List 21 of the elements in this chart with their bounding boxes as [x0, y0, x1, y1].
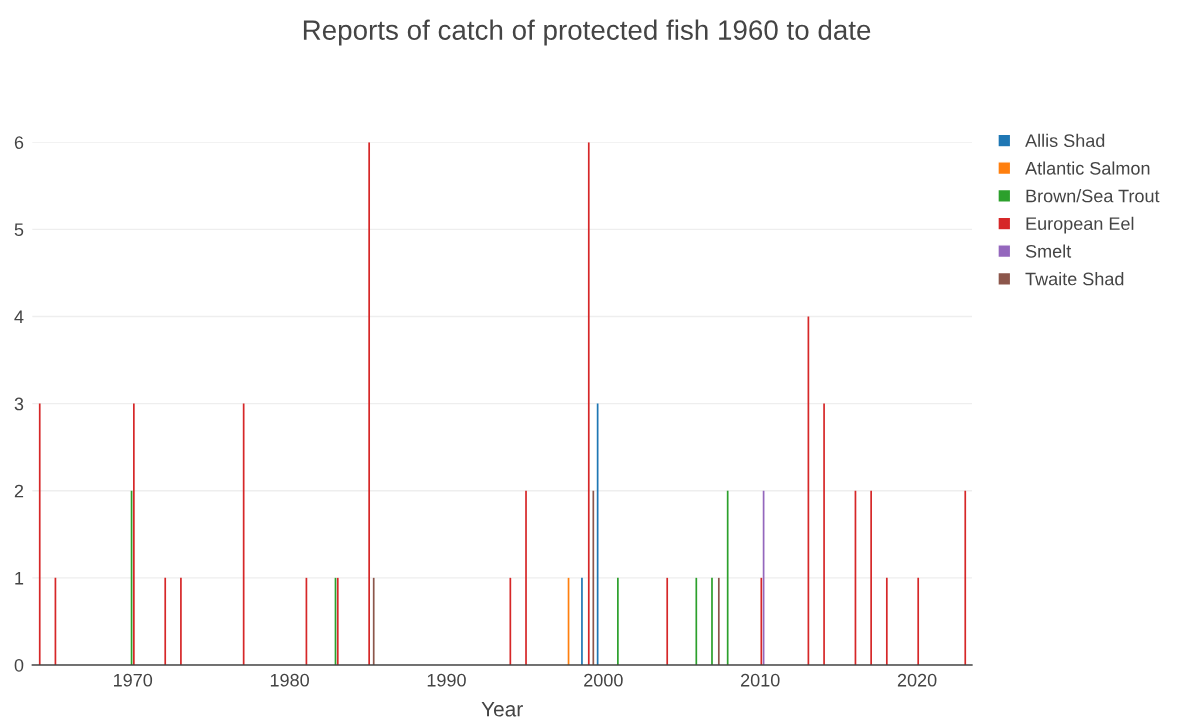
legend-label: European Eel	[1026, 216, 1134, 234]
y-tick-label: 3	[14, 397, 24, 411]
x-tick-label: 1980	[270, 673, 309, 687]
legend-label: Twaite Shad	[1025, 272, 1124, 286]
x-axis-title: Year	[481, 702, 523, 717]
x-tick-label: 1990	[427, 673, 466, 687]
y-tick-label: 2	[14, 484, 24, 498]
chart-title: Reports of catch of protected fish 1960 to date	[303, 19, 871, 46]
legend-label: Brown/Sea Trout	[1026, 189, 1160, 203]
y-tick-label: 4	[14, 310, 24, 324]
x-tick-label: 2010	[741, 673, 780, 687]
x-tick-label: 1970	[114, 673, 153, 687]
x-tick-label: 2020	[897, 673, 937, 687]
legend-label: Smelt	[1025, 244, 1072, 258]
legend-label: Allis Shad	[1025, 133, 1105, 148]
y-tick-label: 1	[15, 571, 24, 585]
y-tick-label: 6	[14, 136, 24, 149]
y-tick-label: 5	[14, 223, 24, 237]
y-tick-label: 0	[14, 658, 24, 672]
x-tick-label: 2000	[584, 673, 623, 687]
legend-label: Atlantic Salmon	[1025, 161, 1150, 175]
